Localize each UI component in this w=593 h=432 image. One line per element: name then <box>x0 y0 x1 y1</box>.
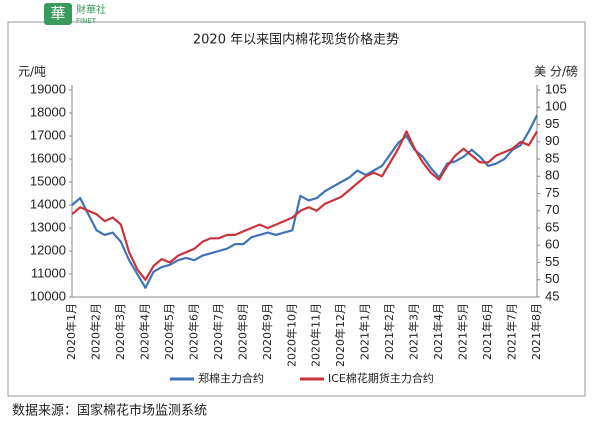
y-tick-label: 18000 <box>30 104 66 119</box>
x-tick-label: 2020年11月 <box>309 303 323 367</box>
legend-label: 郑棉主力合约 <box>198 371 264 385</box>
logo-name: 財華社 <box>76 3 106 16</box>
y-tick-label: 12000 <box>30 242 66 257</box>
x-tick-label: 2020年3月 <box>113 303 127 360</box>
logo-sub: FINET <box>76 17 97 25</box>
y2-tick-label: 65 <box>545 219 559 234</box>
logo-mark: 華 <box>50 5 65 23</box>
x-tick-label: 2021年5月 <box>456 303 470 360</box>
y2-tick-label: 95 <box>545 116 559 131</box>
x-tick-label: 2020年12月 <box>333 303 347 367</box>
x-tick-label: 2021年2月 <box>382 303 396 360</box>
x-tick-label: 2020年2月 <box>88 303 102 360</box>
x-tick-label: 2020年7月 <box>211 303 225 360</box>
x-tick-label: 2020年1月 <box>64 303 78 360</box>
y2-tick-label: 70 <box>545 202 559 217</box>
y-tick-label: 10000 <box>30 288 66 303</box>
y2-tick-label: 60 <box>545 237 559 252</box>
y-tick-label: 19000 <box>30 81 66 96</box>
y2-tick-label: 85 <box>545 150 559 165</box>
x-tick-label: 2021年7月 <box>505 303 519 360</box>
x-tick-label: 2020年6月 <box>186 303 200 360</box>
x-tick-label: 2020年4月 <box>137 303 151 360</box>
x-tick-label: 2021年3月 <box>407 303 421 360</box>
legend-label: ICE棉花期货主力合约 <box>328 371 434 385</box>
y-tick-label: 14000 <box>30 196 66 211</box>
x-tick-label: 2021年6月 <box>480 303 494 360</box>
series-line <box>71 114 538 289</box>
y2-tick-label: 50 <box>545 271 559 286</box>
y-tick-label: 17000 <box>30 127 66 142</box>
y2-tick-label: 80 <box>545 168 559 183</box>
logo-badge <box>44 3 72 25</box>
y2-tick-label: 45 <box>545 288 559 303</box>
series-line <box>71 130 538 281</box>
y-tick-label: 15000 <box>30 173 66 188</box>
x-tick-label: 2020年8月 <box>235 303 249 360</box>
source: 数据来源：国家棉花市场监测系统 <box>12 403 207 419</box>
y2-tick-label: 100 <box>545 99 567 114</box>
y2-tick-label: 55 <box>545 254 559 269</box>
y-axis-label: 元/吨 <box>18 65 46 79</box>
y-tick-label: 13000 <box>30 219 66 234</box>
y-tick-label: 11000 <box>31 265 66 280</box>
x-tick-label: 2021年4月 <box>431 303 445 360</box>
x-tick-label: 2021年1月 <box>358 303 372 360</box>
y2-tick-label: 75 <box>545 185 559 200</box>
chart-frame <box>7 21 586 397</box>
x-tick-label: 2020年10月 <box>284 303 298 367</box>
x-tick-label: 2020年9月 <box>260 303 274 360</box>
y-tick-label: 16000 <box>30 150 66 165</box>
y2-tick-label: 105 <box>545 81 567 96</box>
y2-axis-label: 美 分/磅 <box>534 64 578 79</box>
x-tick-label: 2021年8月 <box>529 303 543 360</box>
chart-title: 2020 年以来国内棉花现货价格走势 <box>193 32 399 48</box>
x-tick-label: 2020年5月 <box>162 303 176 360</box>
y2-tick-label: 90 <box>545 133 559 148</box>
